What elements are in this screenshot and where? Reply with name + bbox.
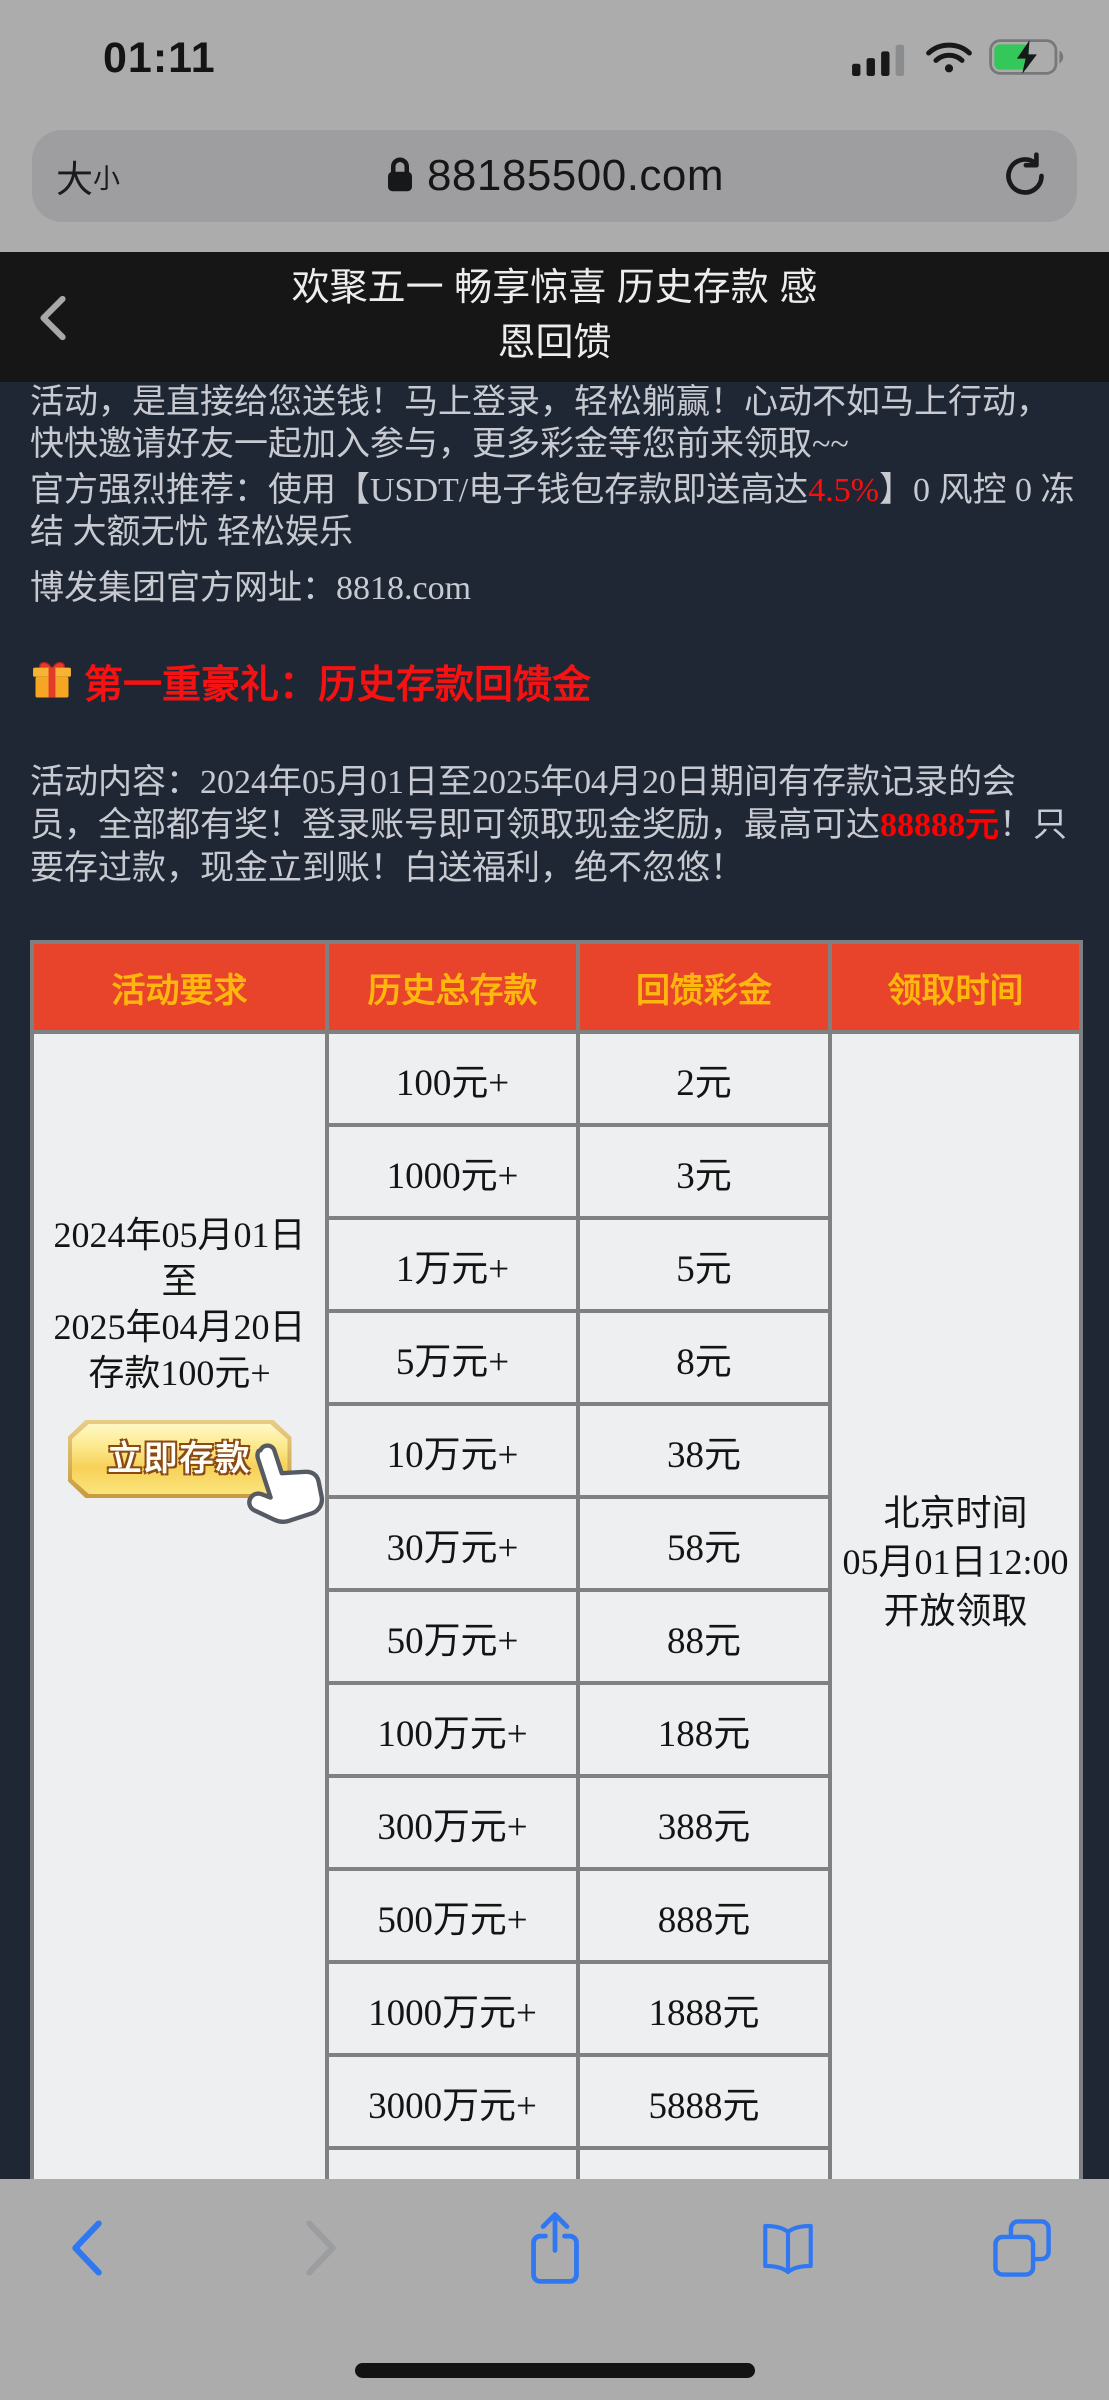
status-icons [851, 38, 1067, 81]
bonus-cell: 1888元 [576, 1960, 832, 2057]
deposit-cell: 1000万元+ [325, 1960, 580, 2057]
header-total-deposit: 历史总存款 [325, 940, 580, 1034]
bonus-cell: 3元 [576, 1123, 832, 1220]
header-activity-requirement: 活动要求 [30, 940, 329, 1034]
requirement-end-date: 2025年04月20日 [53, 1307, 306, 1347]
deposit-cell: 100万元+ [325, 1681, 580, 1778]
deposit-cell: 1000元+ [325, 1123, 580, 1220]
intro-paragraph: 活动，是直接给您送钱！马上登录，轻松躺赢！心动不如马上行动，快快邀请好友一起加入… [30, 384, 1050, 463]
table-header-row: 活动要求 历史总存款 回馈彩金 领取时间 [30, 940, 1083, 1034]
table-row: 10万元+ 38元 [32, 1402, 1081, 1499]
bonus-cell: 8元 [576, 1309, 832, 1406]
page-title-line1: 欢聚五一 畅享惊喜 历史存款 感 [291, 267, 818, 309]
deposit-cell: 30万元+ [325, 1495, 580, 1592]
bookmarks-button[interactable] [753, 2209, 823, 2287]
page-content: 活动，是直接给您送钱！马上登录，轻松躺赢！心动不如马上行动，快快邀请好友一起加入… [0, 382, 1109, 2400]
deposit-now-button-wrap: 立即存款 [67, 1420, 324, 1524]
deposit-now-button[interactable]: 立即存款 [67, 1420, 292, 1498]
promo-heading-text: 第一重豪礼：历史存款回馈金 [84, 663, 592, 707]
claim-time-cell: 北京时间 05月01日12:00 开放领取 [828, 1030, 1083, 2243]
table-row: 50万元+ 88元 [32, 1588, 1081, 1685]
usdt-rate-highlight: 4.5% [808, 472, 880, 509]
text-size-small-label: 小 [93, 163, 120, 194]
header-claim-time: 领取时间 [828, 940, 1083, 1034]
table-row: 500万元+ 888元 [32, 1867, 1081, 1964]
table-row: 100万元+ 188元 [32, 1681, 1081, 1778]
table-row: 1000元+ 3元 [32, 1123, 1081, 1220]
bonus-cell: 388元 [576, 1774, 832, 1871]
deposit-now-label: 立即存款 [71, 1424, 288, 1494]
bonus-cell: 2元 [576, 1030, 832, 1127]
battery-charging-icon [989, 39, 1067, 80]
requirement-min-deposit: 存款100元+ [88, 1353, 271, 1393]
recommend-text-tail: 】0 风控 0 冻结 大额无忧 轻松娱乐 [30, 472, 1075, 551]
table-row: 1万元+ 5元 [32, 1216, 1081, 1313]
claim-datetime: 05月01日12:00 [842, 1542, 1069, 1582]
wifi-icon [926, 40, 972, 79]
safari-bottom-toolbar [0, 2179, 1109, 2400]
deposit-cell: 300万元+ [325, 1774, 580, 1871]
promo-heading: 第一重豪礼：历史存款回馈金 [30, 656, 1079, 715]
requirement-cell: 2024年05月01日 至 2025年04月20日 存款100元+ 立即存款 [30, 1030, 329, 2243]
requirement-start-date: 2024年05月01日 [53, 1215, 306, 1255]
table-row: 30万元+ 58元 [32, 1495, 1081, 1592]
deposit-cell: 3000万元+ [325, 2053, 580, 2150]
official-site-line: 博发集团官方网址：8818.com [30, 570, 472, 607]
lock-icon [385, 154, 415, 199]
deposit-cell: 50万元+ [325, 1588, 580, 1685]
table-row: 300万元+ 388元 [32, 1774, 1081, 1871]
requirement-to: 至 [161, 1261, 198, 1301]
table-row: 3000万元+ 5888元 [32, 2053, 1081, 2150]
bonus-cell: 88元 [576, 1588, 832, 1685]
bonus-cell: 5元 [576, 1216, 832, 1313]
text-size-large-label: 大 [56, 159, 93, 200]
deposit-cell: 100元+ [325, 1030, 580, 1127]
text-size-button[interactable]: 大小 [56, 130, 120, 222]
header-bonus: 回馈彩金 [576, 940, 832, 1034]
deposit-bonus-table: 活动要求 历史总存款 回馈彩金 领取时间 2024年05月01日 至 2025年… [30, 940, 1083, 2243]
cellular-signal-icon [851, 38, 909, 81]
claim-open: 开放领取 [883, 1591, 1028, 1631]
deposit-cell: 5万元+ [325, 1309, 580, 1406]
table-row: 2024年05月01日 至 2025年04月20日 存款100元+ 立即存款 [30, 1030, 1083, 2243]
claim-time-text: 北京时间 05月01日12:00 开放领取 [832, 1034, 1079, 1636]
page-header: 欢聚五一 畅享惊喜 历史存款 感 恩回馈 [0, 252, 1109, 382]
url-domain: 88185500.com [426, 151, 725, 200]
table-row: 5万元+ 8元 [32, 1309, 1081, 1406]
reload-button[interactable] [1001, 152, 1049, 200]
tabs-button[interactable] [987, 2209, 1057, 2287]
bonus-cell: 38元 [576, 1402, 832, 1499]
activity-text: 活动内容：2024年05月01日至2025年04月20日期间有存款记录的会员，全… [30, 764, 1016, 844]
deposit-cell: 500万元+ [325, 1867, 580, 1964]
max-bonus-highlight: 88888元 [880, 807, 999, 844]
forward-button[interactable] [286, 2209, 356, 2287]
recommend-text: 官方强烈推荐：使用【USDT/电子钱包存款即送高达 [30, 472, 809, 509]
share-button[interactable] [520, 2209, 590, 2287]
bonus-cell: 188元 [576, 1681, 832, 1778]
recommend-paragraph: 官方强烈推荐：使用【USDT/电子钱包存款即送高达4.5%】0 风控 0 冻结 … [30, 470, 1079, 554]
bonus-cell: 888元 [576, 1867, 832, 1964]
url-address[interactable]: 88185500.com [152, 130, 957, 222]
deposit-cell: 10万元+ [325, 1402, 580, 1499]
page-title: 欢聚五一 畅享惊喜 历史存款 感 恩回馈 [0, 252, 1109, 371]
activity-paragraph: 活动内容：2024年05月01日至2025年04月20日期间有存款记录的会员，全… [30, 761, 1079, 890]
hand-cursor-icon [218, 1419, 344, 1545]
gift-icon [30, 656, 74, 715]
activity-text-tail: ！只要存过款，现金立到账！白送福利，绝不忽悠！ [30, 807, 1067, 887]
header-back-chevron[interactable] [38, 294, 68, 347]
bonus-cell: 58元 [576, 1495, 832, 1592]
status-time: 01:11 [103, 34, 216, 82]
back-button[interactable] [52, 2209, 122, 2287]
page-title-line2: 恩回馈 [497, 322, 612, 364]
table-row: 1000万元+ 1888元 [32, 1960, 1081, 2057]
deposit-cell: 1万元+ [325, 1216, 580, 1313]
safari-top-chrome: 01:11 [0, 0, 1109, 252]
home-indicator[interactable] [354, 2363, 755, 2378]
bonus-cell: 5888元 [576, 2053, 832, 2150]
claim-timezone: 北京时间 [883, 1493, 1028, 1533]
requirement-text: 2024年05月01日 至 2025年04月20日 存款100元+ 立即存款 [34, 1034, 325, 1524]
url-pill[interactable]: 大小 88185500.com [32, 130, 1077, 222]
toolbar-icons [0, 2209, 1109, 2287]
